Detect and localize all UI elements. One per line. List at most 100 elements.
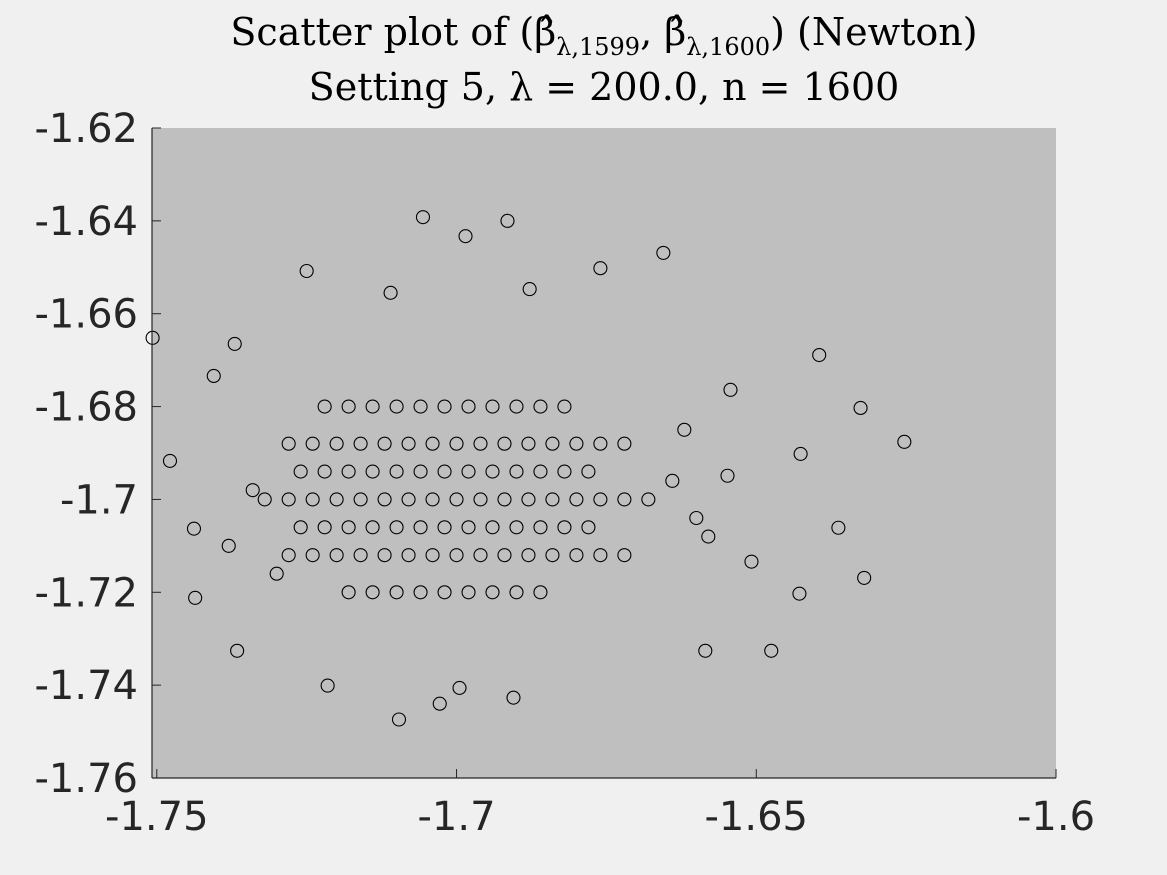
point bbox=[458, 229, 473, 244]
point bbox=[437, 520, 452, 535]
point bbox=[509, 585, 524, 600]
point bbox=[425, 492, 440, 507]
point bbox=[461, 520, 476, 535]
point bbox=[812, 347, 827, 363]
point bbox=[389, 585, 404, 600]
point bbox=[593, 548, 608, 563]
point bbox=[413, 520, 428, 535]
point bbox=[506, 690, 521, 705]
point bbox=[186, 521, 202, 536]
point bbox=[569, 436, 584, 451]
point bbox=[341, 520, 356, 535]
title-subscript: λ,1600 bbox=[686, 33, 770, 61]
point bbox=[521, 548, 536, 563]
point bbox=[473, 548, 488, 563]
point bbox=[269, 566, 284, 581]
point bbox=[413, 399, 428, 414]
point bbox=[305, 492, 320, 507]
point bbox=[329, 548, 344, 563]
point bbox=[425, 436, 440, 451]
point bbox=[353, 436, 368, 451]
point bbox=[698, 643, 713, 658]
y-tick-label: -1.72 bbox=[35, 570, 139, 616]
point bbox=[317, 520, 332, 535]
point bbox=[617, 492, 632, 507]
point bbox=[432, 696, 447, 711]
chart-subtitle: Setting 5, λ = 200.0, n = 1600 bbox=[309, 65, 900, 109]
point bbox=[461, 399, 476, 414]
point bbox=[509, 464, 524, 479]
point bbox=[425, 548, 440, 563]
point bbox=[897, 434, 912, 449]
point bbox=[341, 464, 356, 479]
point bbox=[656, 245, 671, 260]
point bbox=[744, 554, 759, 569]
point bbox=[329, 436, 344, 451]
point bbox=[353, 492, 368, 507]
title-part: Scatter plot of ( bbox=[230, 10, 534, 54]
point bbox=[557, 520, 572, 535]
point bbox=[593, 261, 608, 276]
point bbox=[293, 520, 308, 535]
point bbox=[557, 399, 572, 414]
point bbox=[293, 464, 308, 479]
y-tick-label: -1.7 bbox=[60, 477, 138, 523]
point bbox=[449, 548, 464, 563]
point bbox=[473, 492, 488, 507]
plot-area bbox=[152, 128, 1056, 778]
point bbox=[245, 483, 260, 498]
point bbox=[257, 492, 272, 507]
point bbox=[281, 492, 296, 507]
point bbox=[557, 464, 572, 479]
point bbox=[485, 585, 500, 600]
point bbox=[365, 520, 380, 535]
chart-title: Scatter plot of (β̂λ,1599, β̂λ,1600) (Ne… bbox=[230, 10, 977, 61]
point bbox=[449, 492, 464, 507]
x-tick-label: -1.6 bbox=[1017, 794, 1095, 840]
point bbox=[533, 464, 548, 479]
point bbox=[437, 585, 452, 600]
point bbox=[723, 382, 738, 397]
point bbox=[452, 680, 467, 695]
point bbox=[509, 399, 524, 414]
point bbox=[389, 399, 404, 414]
point bbox=[792, 586, 807, 601]
point bbox=[793, 446, 808, 461]
y-tick-label: -1.64 bbox=[35, 199, 139, 245]
title-part: β̂ bbox=[664, 10, 686, 54]
point bbox=[497, 548, 512, 563]
point bbox=[162, 453, 178, 468]
point bbox=[383, 285, 398, 300]
point bbox=[281, 548, 296, 563]
point bbox=[593, 492, 608, 507]
point bbox=[227, 336, 242, 351]
point bbox=[764, 643, 779, 658]
point bbox=[461, 585, 476, 600]
y-tick-label: -1.76 bbox=[35, 756, 139, 802]
point bbox=[521, 492, 536, 507]
title-part: , bbox=[640, 10, 664, 54]
point bbox=[689, 510, 704, 526]
point bbox=[857, 570, 872, 585]
point bbox=[545, 436, 560, 451]
point bbox=[581, 520, 596, 535]
point bbox=[365, 399, 380, 414]
point bbox=[641, 492, 656, 507]
x-tick-label: -1.65 bbox=[705, 794, 809, 840]
point bbox=[320, 678, 335, 693]
point bbox=[497, 492, 512, 507]
title-part: β̂ bbox=[534, 10, 556, 54]
point bbox=[853, 400, 868, 416]
point bbox=[485, 520, 500, 535]
y-tick-label: -1.62 bbox=[35, 106, 139, 152]
point bbox=[509, 520, 524, 535]
point bbox=[377, 492, 392, 507]
point bbox=[413, 585, 428, 600]
point bbox=[473, 436, 488, 451]
point bbox=[437, 464, 452, 479]
point bbox=[341, 399, 356, 414]
point bbox=[317, 399, 332, 414]
point bbox=[305, 548, 320, 563]
y-tick-label: -1.74 bbox=[35, 663, 139, 709]
